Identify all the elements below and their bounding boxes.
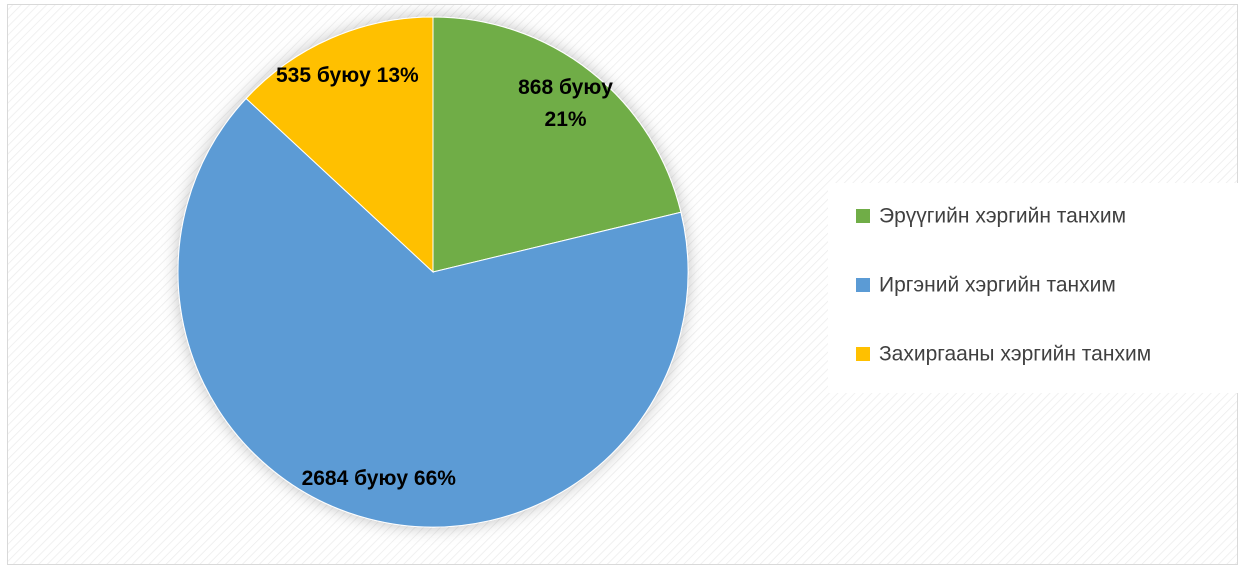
pie-slice bbox=[432, 16, 682, 273]
pie bbox=[177, 16, 689, 528]
data-label: 868 буюу 21% bbox=[518, 75, 613, 131]
data-label: 535 буюу 13% bbox=[275, 63, 419, 87]
pie-slice bbox=[177, 97, 689, 528]
pie-slice bbox=[245, 16, 434, 274]
legend-label: Захиргааны хэргийн танхим bbox=[879, 343, 1151, 366]
legend-box bbox=[828, 183, 1240, 393]
legend-label: Эрүүгийн хэргийн танхим bbox=[879, 205, 1126, 228]
legend-swatch bbox=[856, 278, 870, 292]
legend-swatch bbox=[856, 209, 870, 223]
legend-label: Иргэний хэргийн танхим bbox=[879, 274, 1116, 297]
legend: Эрүүгийн хэргийн танхим Иргэний хэргийн т… bbox=[856, 205, 1151, 366]
legend-swatch bbox=[856, 347, 870, 361]
data-label: 2684 буюу 66% bbox=[301, 467, 456, 491]
